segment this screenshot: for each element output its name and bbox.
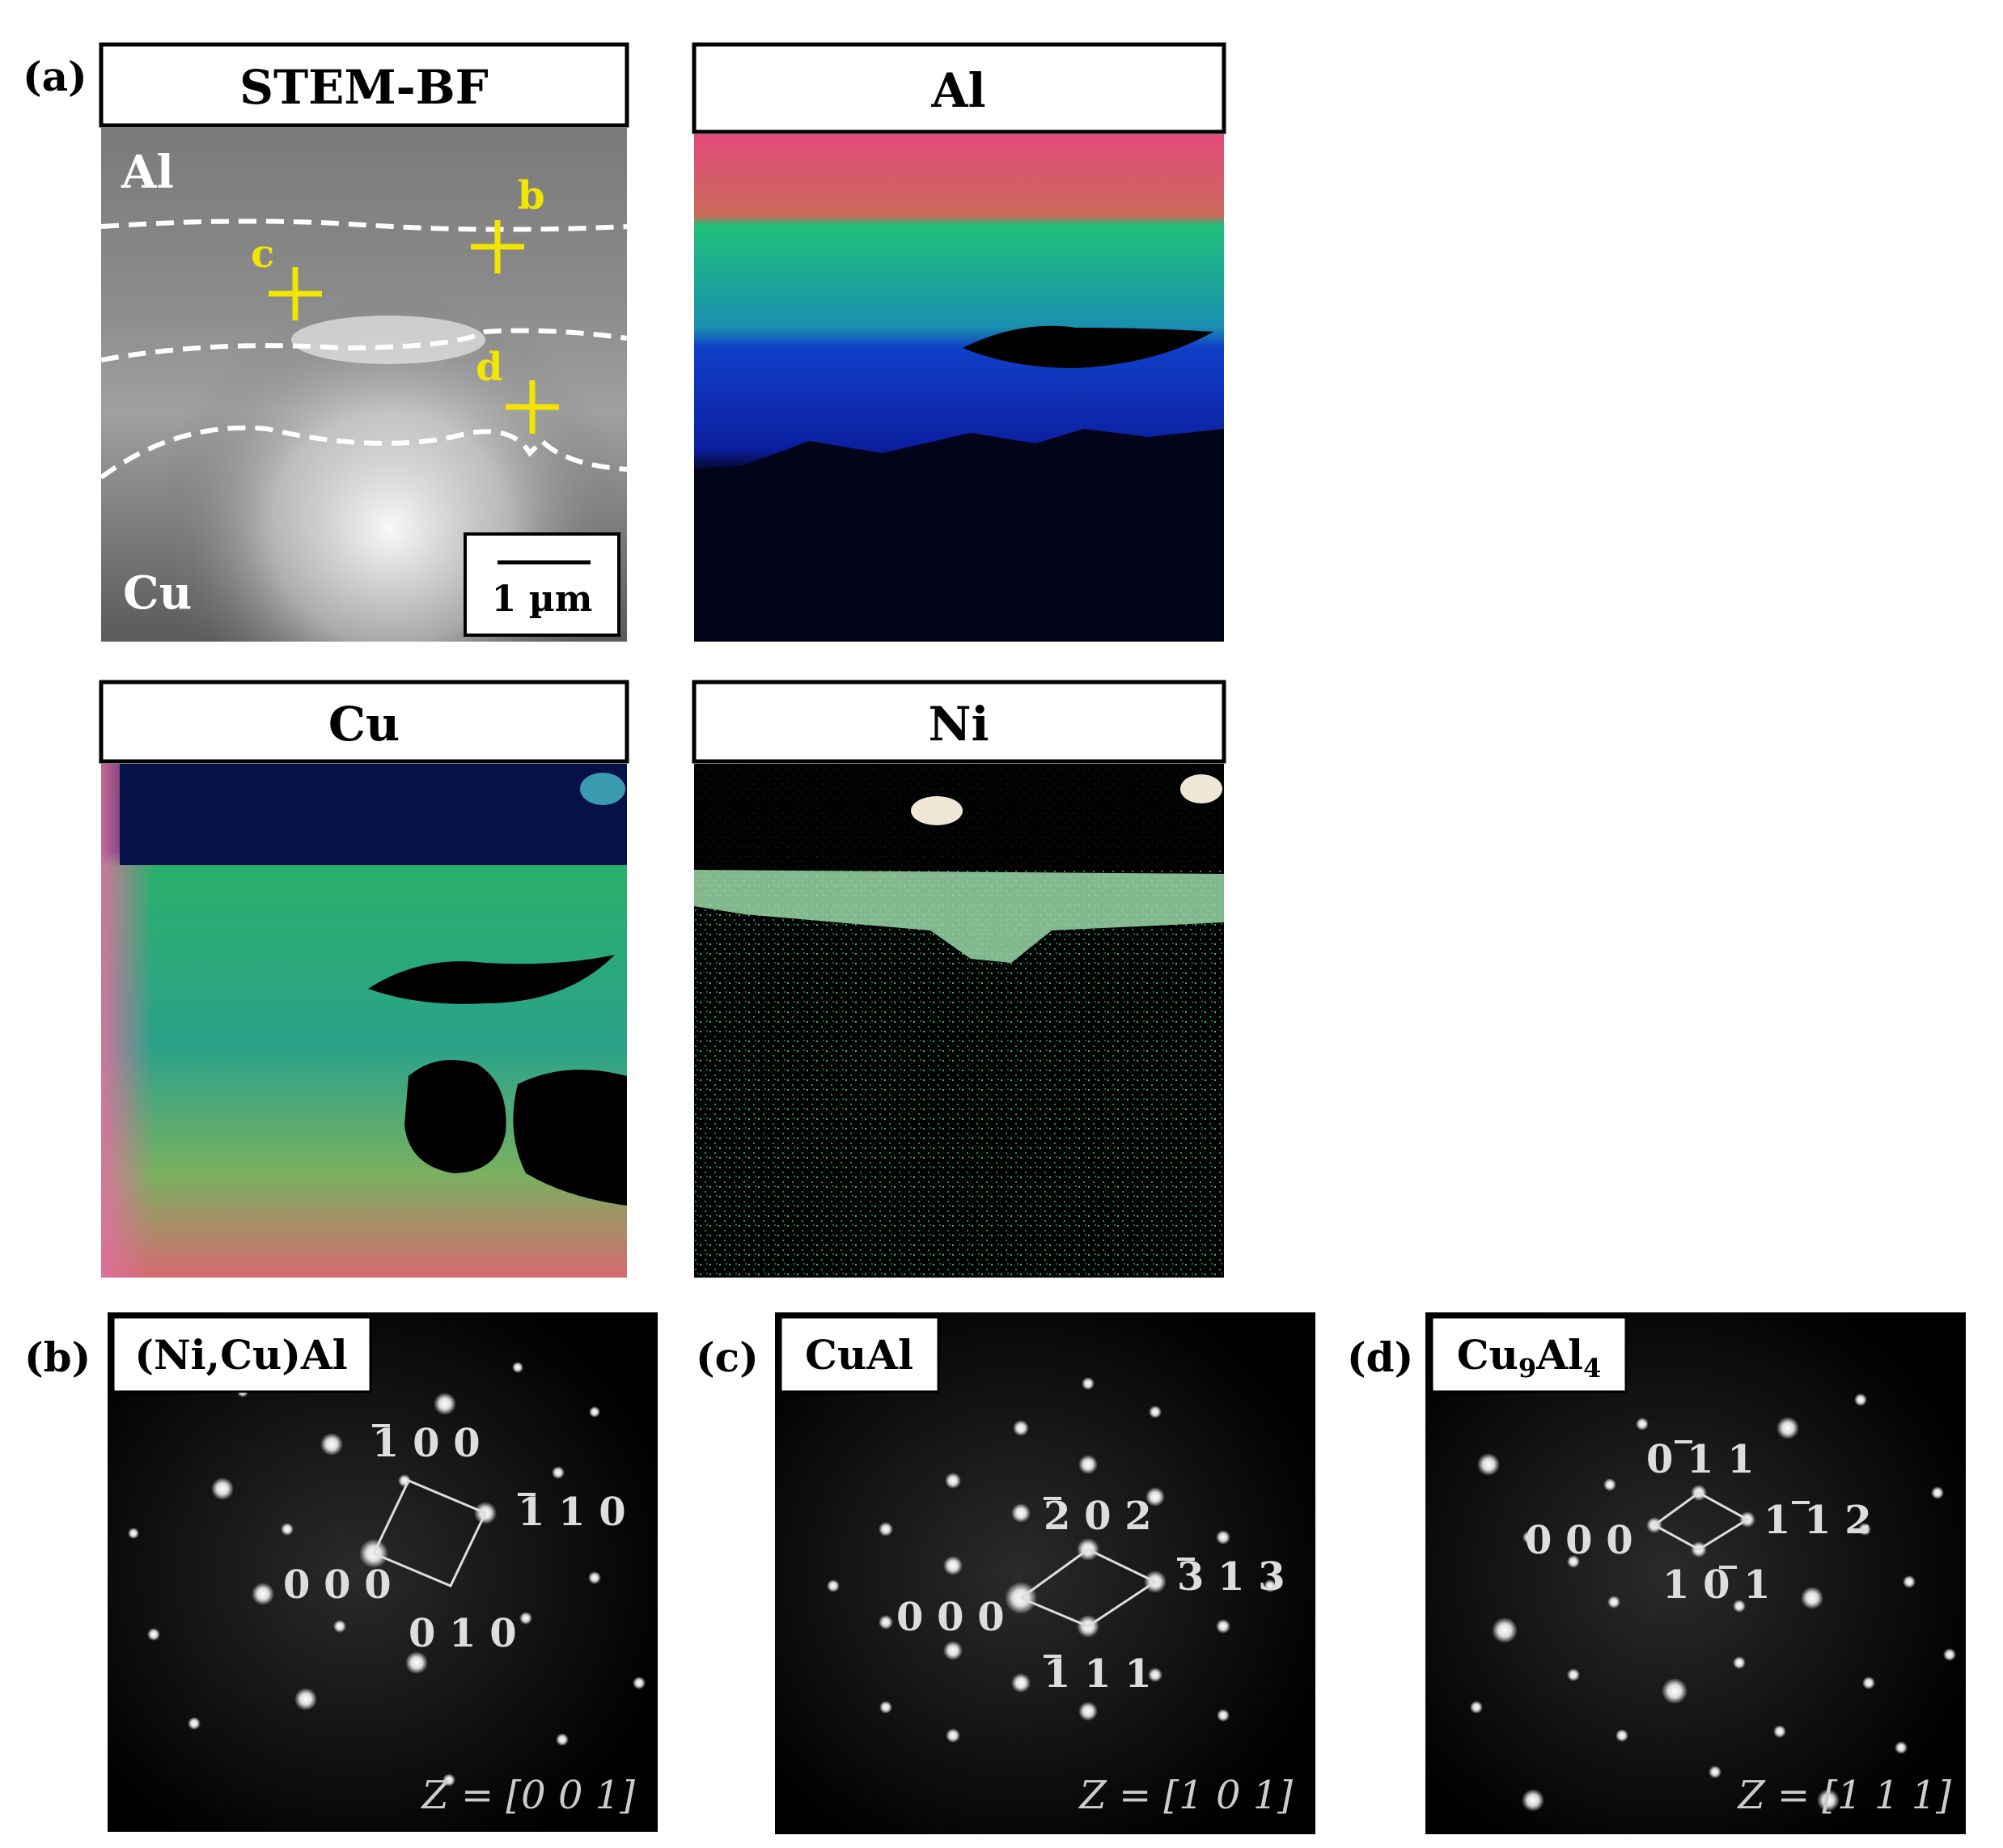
- cu-map-title: Cu: [328, 697, 400, 752]
- saed-panel-d: (d) Cu9Al4 0 1 1 1 1 2 0 0 0 1 0 1 Z = […: [1347, 1312, 1966, 1834]
- al-map-title-box: [692, 42, 1226, 134]
- saed-d-phase-sub9: 9: [1518, 1353, 1536, 1384]
- ni-map-particle-2: [1180, 774, 1222, 803]
- ni-map-band: [694, 870, 1224, 963]
- crosshair-icon: [269, 267, 322, 320]
- saed-b-spot-010: 0 1 0: [409, 1611, 517, 1656]
- cu-map-hole-left: [404, 1060, 506, 1173]
- grain-bright: [291, 316, 485, 364]
- crosshair-icon: [471, 220, 524, 273]
- saed-d-phase-al: Al: [1535, 1331, 1583, 1379]
- cu-map-top-block: [120, 764, 627, 865]
- saed-d-phase-sub4: 4: [1583, 1353, 1601, 1384]
- marker-c-label: c: [251, 231, 274, 277]
- saed-b-phase-box: [112, 1316, 372, 1393]
- crosshair-icon: [506, 380, 559, 434]
- saed-c-phase: CuAl: [805, 1331, 913, 1379]
- al-map-panel: Al: [692, 42, 1226, 642]
- saed-b-spot-100: 1 0 0: [372, 1421, 481, 1466]
- saed-c-spot-000: 0 0 0: [896, 1595, 1005, 1640]
- saed-d-spot-011: 0 1 1: [1646, 1437, 1755, 1482]
- saed-d-zone-axis: Z = [1 1 1]: [1736, 1773, 1951, 1818]
- al-map-title: Al: [930, 63, 985, 118]
- cu-map-inclusion: [580, 773, 625, 805]
- saed-c-spot-202: 2 0 2: [1044, 1494, 1152, 1539]
- ni-map-title-box: [692, 680, 1226, 764]
- saed-d-spot-112: 1 1 2: [1764, 1498, 1872, 1543]
- saed-b-phase: (Ni,Cu)Al: [134, 1331, 347, 1379]
- saed-d-spot-000: 0 0 0: [1525, 1518, 1633, 1563]
- saed-d-phase-box: [1430, 1316, 1628, 1393]
- saed-b-zone-axis: Z = [0 0 1]: [420, 1773, 635, 1818]
- saed-d-image: [1425, 1312, 1966, 1834]
- stem-bf-title-box: [99, 42, 629, 128]
- saed-c-image: [775, 1312, 1315, 1834]
- cu-map-panel: Cu: [99, 680, 629, 1278]
- marker-b: b: [471, 173, 545, 273]
- al-map-edge: [694, 429, 1224, 642]
- panel-b-letter: (b): [24, 1333, 91, 1381]
- saed-c-spot-111: 1 1 1: [1044, 1651, 1152, 1697]
- scale-bar-label: 1 µm: [492, 579, 593, 620]
- saed-c-phase-box: [779, 1316, 940, 1393]
- marker-c: c: [251, 231, 322, 320]
- saed-panel-b: (b) (Ni,Cu)Al 1 0 0 1 1 0 0 0 0 0 1 0 Z …: [24, 1312, 658, 1832]
- saed-panel-c: (c) CuAl 2 0 2 3 1 3 0 0 0 1 1 1 Z = [1 …: [696, 1312, 1315, 1834]
- cu-map-hole-right: [513, 1070, 627, 1206]
- ni-map-particle-1: [911, 796, 963, 825]
- saed-d-phase: Cu9Al4: [1457, 1331, 1601, 1384]
- marker-b-label: b: [518, 173, 545, 218]
- saed-b-spot-000: 0 0 0: [283, 1562, 392, 1608]
- region-label-cu: Cu: [123, 566, 192, 620]
- saed-c-spot-313: 3 1 3: [1177, 1554, 1285, 1600]
- cu-map-title-box: [99, 680, 629, 764]
- region-label-al: Al: [121, 146, 174, 199]
- panel-c-letter: (c): [696, 1333, 759, 1381]
- saed-d-spot-101: 1 0 1: [1662, 1562, 1771, 1608]
- stem-bf-title: STEM-BF: [239, 60, 489, 115]
- saed-c-zone-axis: Z = [1 0 1]: [1078, 1773, 1293, 1818]
- interface-line-top: [100, 218, 628, 232]
- stem-bf-panel: STEM-BF Al Cu b c d 1 µm: [99, 42, 629, 642]
- saed-d-phase-cu: Cu: [1457, 1331, 1518, 1379]
- saed-c-unit-cell: [1018, 1548, 1158, 1628]
- al-map-void: [963, 325, 1213, 368]
- ni-map-panel: Ni: [692, 680, 1226, 1278]
- marker-d-label: d: [476, 345, 503, 390]
- marker-d: d: [476, 345, 559, 434]
- saed-b-unit-cell: [371, 1479, 488, 1587]
- scale-bar: 1 µm: [464, 532, 620, 637]
- ni-map-title: Ni: [928, 697, 989, 752]
- saed-b-spot-110: 1 1 0: [518, 1490, 626, 1535]
- panel-d-letter: (d): [1347, 1333, 1413, 1381]
- saed-d-spots: [1470, 1393, 1956, 1812]
- panel-a-letter: (a): [23, 53, 87, 100]
- interface-line-mid: [100, 328, 628, 362]
- scale-bar-box: [464, 532, 620, 637]
- saed-b-image: [108, 1312, 658, 1832]
- cu-map-void: [368, 955, 615, 1004]
- interface-line-bottom: [100, 425, 628, 480]
- saed-d-unit-cell: [1652, 1491, 1750, 1551]
- saed-c-spots: [827, 1377, 1277, 1743]
